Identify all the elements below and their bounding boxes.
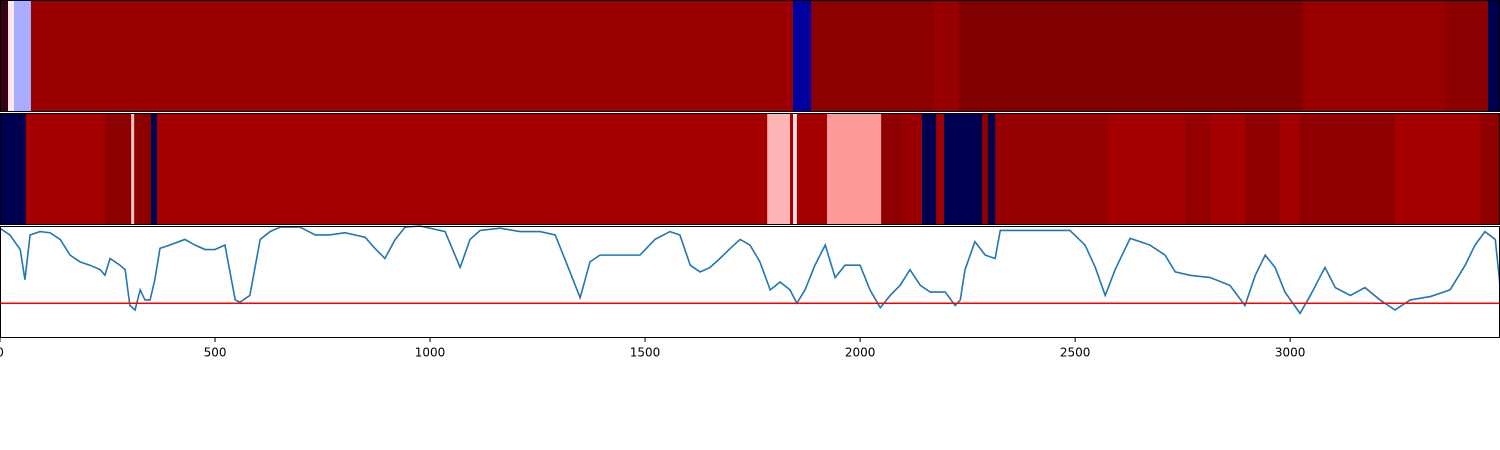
strip-segment <box>134 113 152 225</box>
strip-segment <box>796 113 828 225</box>
strip-segment <box>826 113 882 225</box>
strip-segment <box>1303 0 1446 112</box>
strip-segment <box>1395 113 1481 225</box>
strip-segment <box>936 113 945 225</box>
strip-segment <box>1211 113 1246 225</box>
line <box>0 225 1500 315</box>
x-tick-label: 2500 <box>1060 346 1091 360</box>
strip-segment <box>0 113 27 225</box>
strip-segment <box>881 113 901 225</box>
strip-segment <box>1444 0 1489 112</box>
x-tick-label: 1500 <box>630 346 661 360</box>
strip-segment <box>0 0 9 112</box>
strip-segment <box>789 113 794 225</box>
strip-segment <box>900 113 923 225</box>
strip-segment <box>995 113 1109 225</box>
strip-segment <box>793 0 812 112</box>
x-tick-label: 0 <box>0 346 4 360</box>
strip-segment <box>988 113 996 225</box>
strip-segment <box>943 113 983 225</box>
strip-segment <box>1244 113 1281 225</box>
strip-segment <box>1280 113 1301 225</box>
strip-segment <box>959 0 1304 112</box>
strip-segment <box>767 113 791 225</box>
strip-segment <box>1480 113 1500 225</box>
strip-segment <box>1185 113 1212 225</box>
strip-segment <box>7 0 15 112</box>
x-tick-label: 500 <box>204 346 227 360</box>
strip-segment <box>150 113 158 225</box>
strip-segment <box>156 113 768 225</box>
strip-segment <box>25 113 106 225</box>
strip-segment <box>811 0 935 112</box>
strip-segment <box>131 113 135 225</box>
strip-segment <box>1487 0 1500 112</box>
strip-segment <box>982 113 989 225</box>
strip-segment <box>30 0 794 112</box>
x-tick-label: 2000 <box>845 346 876 360</box>
strip-segment <box>922 113 937 225</box>
x-tick-label: 3000 <box>1275 346 1306 360</box>
strip-segment <box>1300 113 1396 225</box>
x-tick-label: 1000 <box>415 346 446 360</box>
strip-segment <box>104 113 132 225</box>
plot-background <box>0 226 1500 338</box>
strip-segment <box>14 0 32 112</box>
strip-segment <box>934 0 960 112</box>
strip-segment <box>1108 113 1186 225</box>
strip-segment <box>793 113 798 225</box>
